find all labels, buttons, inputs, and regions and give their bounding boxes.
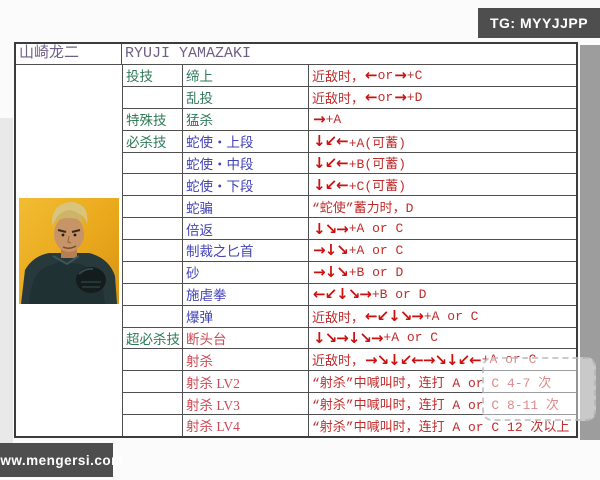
category-cell [123,283,183,305]
command-cell: “蛇使”蓄力时，D [312,201,414,217]
move-name-cell: 蛇使・上段 [183,130,309,152]
table-row: 乱投 近敌时， ← or → +D [123,86,576,109]
direction-arrows: ←↙↓↘→ [313,285,372,304]
table-row: 超必杀技 断头台 ↓↘→↓↘→ +A or C [123,327,576,350]
command-cell: 近敌时， →↘↓↙←→↘↓↙← +A or C [312,350,537,370]
command-cell: ↓↙← +B(可蓄) [313,153,406,173]
table-row: 射杀 LV3 “射杀”中喊叫时，连打 A or C 8-11 次 [123,393,576,415]
direction-arrows: ↓↙← [313,132,349,151]
command-cell: ↓↘→↓↘→ +A or C [313,328,439,347]
category-cell: 超必杀技 [123,327,183,349]
table-row: 必杀技 蛇使・上段 ↓↙← +A(可蓄) [123,130,576,153]
character-name-cn: 山崎龙二 [16,44,122,64]
move-name-cell: 蛇使・下段 [183,174,309,196]
move-name-cell: 爆弹 [183,305,309,327]
move-name-cell: 射杀 LV2 [183,371,309,393]
move-name-cell: 断头台 [183,327,309,349]
move-rows: 投技 缔上 近敌时， ← or → +C 乱投 近敌时， ← or → +D 特殊技 猛杀 → +A 必杀技 蛇使・… [123,65,576,436]
tg-watermark-text: TG: MYYJJPP [489,15,589,31]
command-cell: “射杀”中喊叫时，连打 A or C 12 次以上 [312,419,570,435]
direction-arrows: → [394,66,407,85]
table-row: 射杀 近敌时， →↘↓↙←→↘↓↙← +A or C [123,349,576,372]
direction-arrows: ↓↘→ [313,219,349,238]
command-cell: ↓↘→ +A or C [313,219,404,238]
category-cell [123,152,183,174]
move-name-cell: 射杀 LV4 [183,415,309,436]
category-cell [123,240,183,261]
direction-arrows: ← [365,66,378,85]
command-cell: “射杀”中喊叫时，连打 A or C 8-11 次 [312,398,560,414]
tg-watermark-badge: TG: MYYJJPP [478,8,600,38]
table-row: 投技 缔上 近敌时， ← or → +C [123,65,576,87]
move-name-cell: 倍返 [183,218,309,239]
category-cell [123,86,183,108]
move-name-cell: 施虐拳 [183,283,309,305]
table-row: 倍返 ↓↘→ +A or C [123,218,576,240]
move-name-cell: 猛杀 [183,108,309,130]
table-row: 施虐拳 ←↙↓↘→ +B or D [123,283,576,306]
category-cell [123,349,183,371]
category-cell [123,174,183,196]
move-name-cell: 制裁之匕首 [183,240,309,261]
move-name-cell: 射杀 LV3 [183,393,309,414]
command-cell: “射杀”中喊叫时，连打 A or C 4-7 次 [312,376,552,392]
move-name-cell: 缔上 [183,65,309,86]
site-watermark-text: www.mengersi.com [0,452,124,468]
right-scan-edge [580,45,600,440]
table-header-row: 山崎龙二 RYUJI YAMAZAKI [16,44,576,65]
table-row: 射杀 LV4 “射杀”中喊叫时，连打 A or C 12 次以上 [123,415,576,436]
direction-arrows: ← [365,88,378,107]
direction-arrows: ↓↙← [313,153,349,172]
command-cell: 近敌时， ← or → +C [312,66,423,85]
category-cell [123,415,183,436]
category-cell [123,196,183,218]
direction-arrows: → [313,110,326,129]
category-cell [123,305,183,327]
command-cell: →↓↘ +B or D [313,263,404,282]
category-cell: 投技 [123,65,183,86]
portrait-cell [16,65,123,436]
table-body: 投技 缔上 近敌时， ← or → +C 乱投 近敌时， ← or → +D 特殊技 猛杀 → +A 必杀技 蛇使・… [16,65,576,436]
category-cell [123,261,183,283]
table-row: 爆弹 近敌时， ←↙↓↘→ +A or C [123,305,576,328]
move-table: 山崎龙二 RYUJI YAMAZAKI [14,42,578,438]
direction-arrows: ↓↙← [313,175,349,194]
move-name-cell: 蛇骗 [183,196,309,218]
table-row: 砂 →↓↘ +B or D [123,261,576,284]
direction-arrows: → [394,88,407,107]
table-row: 蛇骗 “蛇使”蓄力时，D [123,196,576,219]
command-cell: ←↙↓↘→ +B or D [313,285,427,304]
direction-arrows: →↓↘ [313,263,349,282]
table-row: 射杀 LV2 “射杀”中喊叫时，连打 A or C 4-7 次 [123,371,576,394]
category-cell [123,393,183,414]
table-row: 蛇使・中段 ↓↙← +B(可蓄) [123,152,576,175]
category-cell [123,371,183,393]
command-cell: →↓↘ +A or C [313,241,404,260]
category-cell [123,218,183,239]
direction-arrows: →↘↓↙←→↘↓↙← [365,350,482,369]
direction-arrows: ←↙↓↘→ [365,307,424,326]
direction-arrows: ↓↘→↓↘→ [313,328,383,347]
left-scan-edge [0,118,13,448]
command-cell: 近敌时， ←↙↓↘→ +A or C [312,307,479,326]
direction-arrows: →↓↘ [313,241,349,260]
move-name-cell: 乱投 [183,86,309,108]
table-row: 特殊技 猛杀 → +A [123,108,576,131]
category-cell: 特殊技 [123,108,183,130]
table-row: 蛇使・下段 ↓↙← +C(可蓄) [123,174,576,197]
command-cell: ↓↙← +C(可蓄) [313,175,406,195]
command-cell: ↓↙← +A(可蓄) [313,132,406,151]
site-watermark-badge: www.mengersi.com [0,443,123,477]
character-portrait [19,197,119,304]
category-cell: 必杀技 [123,130,183,152]
move-name-cell: 蛇使・中段 [183,152,309,174]
character-name-en: RYUJI YAMAZAKI [125,45,252,62]
table-row: 制裁之匕首 →↓↘ +A or C [123,240,576,262]
command-cell: → +A [313,110,342,129]
command-cell: 近敌时， ← or → +D [312,88,423,107]
move-name-cell: 砂 [183,261,309,283]
move-name-cell: 射杀 [183,349,309,371]
